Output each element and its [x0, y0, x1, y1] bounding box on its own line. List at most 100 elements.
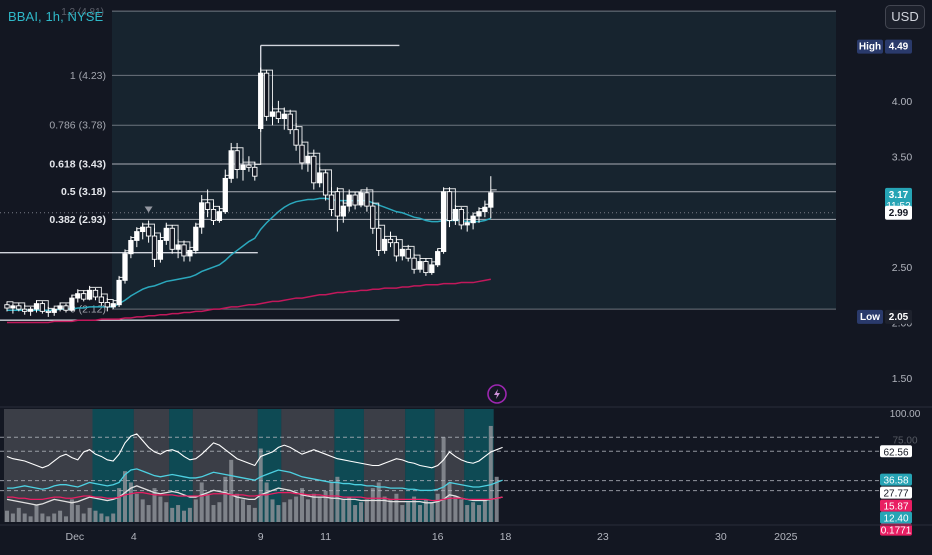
candle-body	[246, 164, 252, 168]
candle-body	[476, 211, 482, 217]
osc-tag-bg	[880, 499, 912, 512]
candle	[145, 220, 152, 243]
volume-bar	[447, 482, 452, 522]
candle	[305, 150, 311, 172]
candle-body	[204, 202, 211, 210]
volume-bar	[152, 488, 157, 522]
candle	[393, 238, 400, 262]
candle	[287, 109, 293, 135]
low-label-bg	[857, 309, 883, 324]
lightning-icon	[487, 384, 507, 404]
candle-body	[376, 227, 382, 251]
candle	[370, 202, 376, 234]
candle-body	[92, 289, 99, 298]
candle-body	[352, 194, 358, 206]
volume-bar	[64, 516, 68, 522]
osc-bg-segment	[92, 409, 134, 522]
candle	[51, 308, 57, 316]
candle	[446, 187, 453, 228]
candle	[116, 275, 122, 307]
candle	[163, 222, 169, 245]
candle-body	[446, 191, 453, 221]
low-value: 2.05	[889, 312, 909, 323]
volume-bar	[69, 499, 74, 522]
osc-tag-bg	[880, 511, 912, 524]
candle	[45, 306, 51, 317]
candle	[128, 236, 134, 259]
candle-body	[175, 244, 181, 250]
osc-axis-label: 100.00	[890, 409, 921, 420]
volume-bar	[58, 510, 63, 522]
volume-bar	[235, 493, 240, 522]
high-value: 4.49	[889, 42, 909, 53]
candle-body	[370, 205, 376, 229]
volume-bar	[105, 516, 110, 522]
candle	[175, 239, 181, 259]
price-tick: 1.50	[892, 373, 913, 385]
candle	[470, 213, 476, 230]
candle	[157, 233, 164, 263]
volume-bar	[494, 476, 499, 522]
candle	[140, 222, 146, 240]
volume-bar	[329, 482, 334, 522]
volume-bar	[123, 471, 127, 522]
candle	[57, 302, 63, 312]
candle	[488, 176, 494, 219]
currency-button[interactable]: USD	[885, 5, 925, 29]
fib-label: 0.786 (3.78)	[49, 120, 106, 132]
osc-tag-bg	[880, 445, 912, 458]
volume-bar	[423, 499, 428, 522]
osc-tag: 15.87	[883, 502, 908, 513]
candle-body	[464, 222, 470, 226]
candle-body	[488, 192, 494, 208]
volume-bar	[217, 502, 222, 522]
candle	[33, 300, 40, 313]
candle-body	[234, 150, 240, 170]
volume-bar	[182, 510, 186, 522]
x-tick-label: 2025	[774, 531, 798, 543]
candle	[63, 303, 69, 313]
fib-label: 0.618 (3.43)	[49, 159, 106, 171]
x-tick-label: 30	[715, 531, 727, 543]
candle-body	[22, 308, 28, 312]
candle	[222, 169, 228, 214]
candle	[204, 189, 211, 218]
candle-body	[482, 206, 488, 213]
volume-bar	[223, 476, 228, 522]
volume-bar	[140, 499, 145, 522]
candle-body	[393, 242, 400, 257]
candle	[86, 285, 93, 301]
candle-body	[328, 194, 335, 210]
candle-body	[210, 208, 217, 221]
volume-bar	[264, 482, 269, 522]
candle-body	[33, 303, 40, 310]
candle	[405, 244, 411, 262]
candle-body	[110, 303, 116, 308]
candle	[27, 306, 34, 316]
x-tick-label: 23	[597, 531, 609, 543]
osc-tag: 0.1771	[881, 526, 912, 537]
candle-body	[51, 308, 57, 313]
osc-tag-bg	[880, 523, 912, 536]
volume-bar	[335, 476, 340, 522]
candle	[322, 169, 329, 201]
ticker-label[interactable]: BBAI, 1h, NYSE	[8, 9, 104, 24]
candle-body	[10, 305, 16, 309]
candle-body	[364, 192, 370, 207]
candle	[269, 106, 276, 126]
candle	[429, 261, 435, 275]
candle-body	[240, 164, 246, 170]
candle-body	[275, 111, 282, 120]
volume-bar	[382, 496, 387, 522]
candle	[151, 228, 158, 268]
volume-bar	[400, 505, 405, 522]
volume-bar	[199, 482, 204, 522]
candle	[381, 236, 388, 254]
volume-bar	[99, 513, 104, 522]
candle-body	[263, 72, 270, 117]
candle-body	[305, 155, 311, 164]
osc-cyan-line	[7, 468, 503, 492]
volume-bar	[93, 510, 98, 522]
candle	[411, 253, 417, 274]
